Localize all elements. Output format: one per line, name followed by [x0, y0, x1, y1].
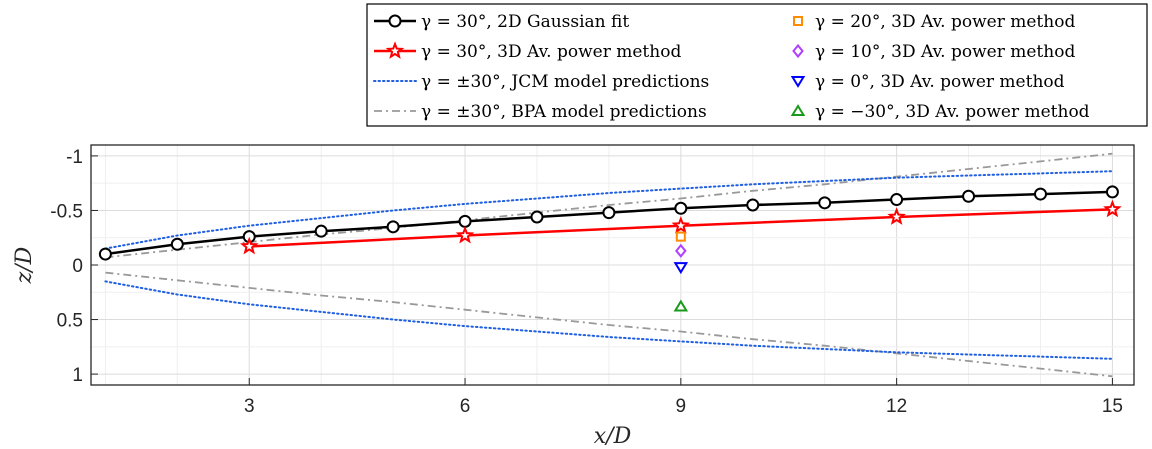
data-point — [962, 189, 976, 203]
data-point — [458, 214, 472, 228]
data-point — [890, 193, 904, 207]
data-point — [170, 237, 184, 251]
legend-marker — [792, 43, 804, 59]
y-tick-label: 0 — [72, 256, 83, 277]
legend-entry: γ = 20°, 3D Av. power method — [793, 12, 1075, 32]
data-point — [1033, 187, 1047, 201]
legend: γ = 30°, 2D Gaussian fit γ = 30°, 3D Av. … — [366, 3, 1148, 127]
data-point — [1103, 199, 1122, 218]
series-line-mirror — [105, 271, 1113, 378]
legend-label: γ = 30°, 3D Av. power method — [421, 42, 681, 62]
data-point — [673, 299, 689, 312]
x-axis-label: x/D — [594, 424, 632, 449]
y-tick-label: -0.5 — [50, 201, 83, 222]
y-axis-label: z/D — [12, 246, 37, 284]
data-point — [530, 210, 544, 224]
y-tick-label: 0.5 — [57, 311, 83, 332]
series-layer — [98, 152, 1122, 378]
legend-marker — [793, 16, 803, 26]
data-point — [746, 198, 760, 212]
data-point — [98, 247, 112, 261]
legend-label: γ = 30°, 2D Gaussian fit — [421, 12, 629, 32]
legend-marker — [790, 104, 806, 116]
legend-label: γ = −30°, 3D Av. power method — [815, 102, 1090, 122]
x-tick-label: 9 — [676, 396, 687, 417]
legend-label: γ = ±30°, JCM model predictions — [421, 72, 709, 92]
legend-marker — [388, 14, 402, 28]
data-point — [602, 206, 616, 220]
x-tick-label: 3 — [244, 396, 255, 417]
legend-marker — [790, 76, 806, 88]
data-point — [887, 207, 906, 225]
data-point — [671, 215, 691, 234]
legend-entry: γ = ±30°, BPA model predictions — [374, 102, 707, 122]
data-point — [674, 201, 688, 215]
data-point — [675, 243, 687, 258]
grid — [91, 145, 1134, 385]
legend-label: γ = ±30°, BPA model predictions — [421, 102, 707, 122]
data-point — [675, 231, 686, 242]
legend-entry: γ = −30°, 3D Av. power method — [790, 102, 1090, 122]
data-point — [1105, 185, 1119, 199]
series-line — [104, 170, 1114, 250]
y-tick-label: -1 — [66, 147, 83, 168]
legend-entry: γ = 30°, 2D Gaussian fit — [374, 12, 629, 32]
data-point — [386, 220, 400, 234]
series-line — [105, 152, 1113, 259]
legend-entry: γ = 0°, 3D Av. power method — [790, 72, 1065, 92]
data-point — [239, 236, 259, 255]
legend-entry: γ = 10°, 3D Av. power method — [792, 42, 1075, 62]
legend-entry: γ = 30°, 3D Av. power method — [374, 41, 681, 62]
series-line-mirror — [104, 280, 1114, 360]
data-point — [818, 196, 832, 210]
axis-ticks: 3 6 9 12 15 -1 -0.5 0 0.5 1 — [50, 147, 1123, 417]
legend-label: γ = 20°, 3D Av. power method — [815, 12, 1075, 32]
data-point — [673, 262, 689, 275]
x-tick-label: 12 — [886, 396, 907, 417]
x-tick-label: 15 — [1102, 396, 1123, 417]
data-point — [455, 225, 475, 244]
legend-entry: γ = ±30°, JCM model predictions — [373, 72, 709, 92]
legend-label: γ = 10°, 3D Av. power method — [815, 42, 1075, 62]
x-tick-label: 6 — [460, 396, 471, 417]
legend-label: γ = 0°, 3D Av. power method — [815, 72, 1065, 92]
data-point — [314, 224, 328, 238]
legend-marker — [385, 41, 405, 59]
legend-box — [366, 3, 1148, 127]
y-tick-label: 1 — [72, 365, 83, 386]
